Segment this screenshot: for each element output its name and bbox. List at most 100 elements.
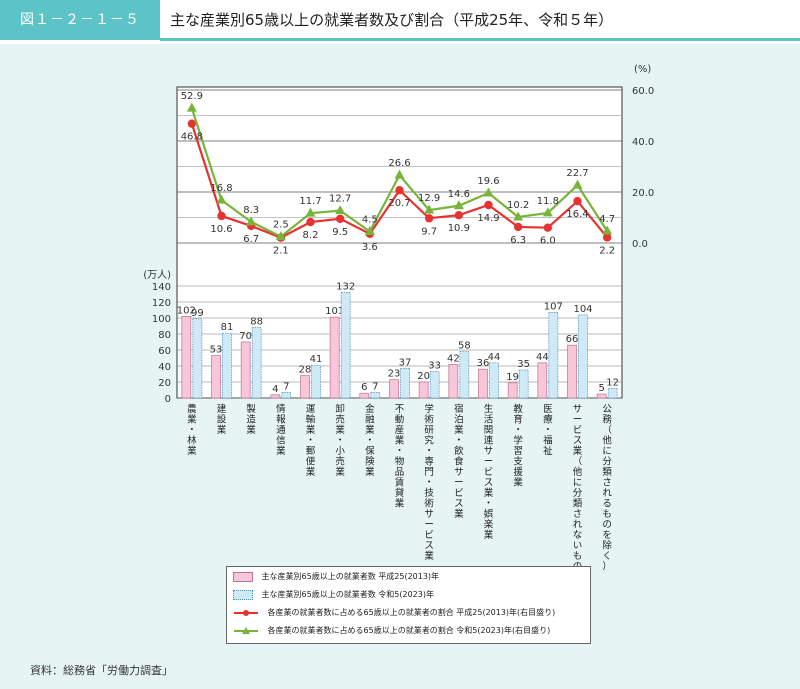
bar-label-2013: 19: [506, 372, 519, 383]
category-label: 建設業: [217, 403, 227, 436]
bar-2013: [478, 368, 488, 399]
bar-2023: [518, 369, 529, 399]
category-label: 情報通信業: [276, 403, 286, 457]
bar-2023: [192, 318, 203, 399]
left-tick-label: 60: [158, 346, 171, 357]
category-label: 製造業: [246, 403, 256, 436]
bar-2013: [389, 379, 399, 399]
line-label-2023: 12.9: [418, 193, 440, 204]
left-tick-label: 120: [152, 298, 171, 309]
line-label-2023: 22.7: [566, 168, 588, 179]
right-tick-label: 20.0: [632, 188, 654, 199]
line-label-2023: 4.7: [599, 214, 615, 225]
legend-swatch-bar-2023: [233, 589, 253, 600]
bar-2023: [578, 314, 588, 399]
line-label-2013: 10.6: [210, 224, 232, 235]
legend-label-line-2023: 各産業の就業者数に占める65歳以上の就業者の割合 令和5(2023)年(右目盛り…: [267, 626, 551, 635]
bar-label-2023: 7: [283, 381, 289, 392]
figure-header: 図１－２－１－５ 主な産業別65歳以上の就業者数及び割合（平成25年、令和５年）: [0, 0, 800, 44]
figure-title: 主な産業別65歳以上の就業者数及び割合（平成25年、令和５年）: [170, 11, 614, 29]
left-tick-label: 40: [158, 362, 171, 373]
bar-label-2023: 41: [310, 354, 323, 365]
line-label-2013: 2.2: [599, 245, 615, 256]
marker-2013: [335, 214, 345, 223]
line-label-2023: 19.6: [477, 176, 499, 187]
bar-2013: [211, 355, 221, 399]
marker-2013: [602, 233, 612, 242]
line-label-2013: 2.1: [273, 246, 289, 257]
right-tick-label: 40.0: [632, 137, 654, 148]
category-label: 運輸業・郵便業: [306, 404, 316, 478]
line-label-2013: 8.2: [303, 230, 319, 241]
bar-label-2013: 102: [177, 305, 196, 316]
bar-label-2013: 70: [239, 331, 252, 342]
left-tick-label: 100: [152, 314, 171, 325]
bar-2023: [459, 351, 470, 399]
category-label: 卸売業・小売業: [335, 403, 345, 478]
line-label-2013: 10.9: [448, 223, 470, 234]
category-label: サービス業（他に分類されないもの）: [573, 404, 583, 583]
bar-label-2023: 33: [428, 361, 441, 372]
marker-2013: [573, 196, 582, 206]
line-label-2013: 9.5: [332, 227, 348, 238]
bar-label-2013: 66: [566, 334, 579, 345]
legend-swatch-line-2023: [234, 626, 258, 634]
chart-legend: 主な産業別65歳以上の就業者数 平成25(2013)年 主な産業別65歳以上の就…: [226, 566, 591, 644]
left-axis-unit: (万人): [143, 269, 171, 281]
marker-2013: [513, 222, 523, 232]
bar-2023: [400, 368, 410, 399]
bar-2023: [607, 388, 618, 399]
source-note: 資料：総務省「労働力調査」: [30, 664, 173, 677]
bar-label-2023: 12: [606, 377, 619, 388]
bar-2023: [222, 332, 232, 399]
line-label-2023: 14.6: [448, 189, 470, 200]
marker-2013: [395, 186, 404, 195]
marker-2013: [454, 211, 464, 220]
figure-number: 図１－２－１－５: [0, 0, 160, 40]
line-label-2023: 12.7: [329, 194, 351, 205]
line-label-2013: 46.8: [181, 132, 203, 143]
bar-label-2013: 36: [477, 358, 490, 369]
legend-item-bar-2013: 主な産業別65歳以上の就業者数 平成25(2013)年: [233, 569, 439, 585]
left-tick-label: 140: [152, 282, 171, 293]
bar-label-2013: 28: [299, 365, 312, 376]
bar-label-2013: 44: [536, 352, 549, 363]
marker-2023: [453, 200, 464, 210]
bar-label-2023: 58: [458, 341, 471, 352]
line-label-2013: 6.0: [540, 236, 556, 247]
legend-item-line-2023: 各産業の就業者数に占める65歳以上の就業者の割合 令和5(2023)年(右目盛り…: [233, 623, 550, 639]
category-label: 公務（他に分類されるものを除く）: [602, 404, 612, 573]
bar-2013: [567, 344, 577, 399]
marker-2013: [484, 200, 493, 210]
marker-2013: [543, 223, 553, 232]
bar-2013: [359, 392, 370, 399]
bar-label-2013: 101: [325, 306, 344, 317]
line-label-2013: 14.9: [477, 213, 499, 224]
line-label-2023: 52.9: [181, 91, 203, 102]
legend-label-bar-2013: 主な産業別65歳以上の就業者数 平成25(2013)年: [261, 572, 440, 581]
left-tick-label: 0: [165, 394, 171, 405]
bar-2023: [340, 292, 351, 399]
marker-2023: [424, 204, 435, 214]
legend-swatch-bar-2013: [233, 571, 253, 582]
line-label-2013: 9.7: [421, 226, 437, 237]
marker-2023: [186, 102, 197, 112]
bar-label-2023: 132: [336, 281, 355, 292]
category-label: 学術研究・専門・技術サービス業: [424, 403, 434, 562]
line-label-2023: 26.6: [388, 158, 410, 169]
bar-label-2023: 44: [488, 352, 501, 363]
marker-2023: [364, 226, 375, 236]
marker-2023: [572, 179, 583, 189]
line-label-2013: 6.7: [243, 234, 259, 245]
bar-2023: [281, 392, 292, 399]
line-label-2023: 11.7: [299, 196, 321, 207]
marker-2013: [306, 217, 315, 227]
bar-label-2023: 81: [221, 322, 234, 333]
bar-label-2023: 88: [250, 317, 263, 328]
line-label-2013: 3.6: [362, 242, 378, 253]
marker-2023: [335, 205, 346, 215]
marker-2013: [187, 119, 197, 128]
marker-2023: [246, 216, 257, 226]
line-label-2013: 20.7: [388, 198, 410, 209]
bar-label-2023: 104: [573, 304, 592, 315]
